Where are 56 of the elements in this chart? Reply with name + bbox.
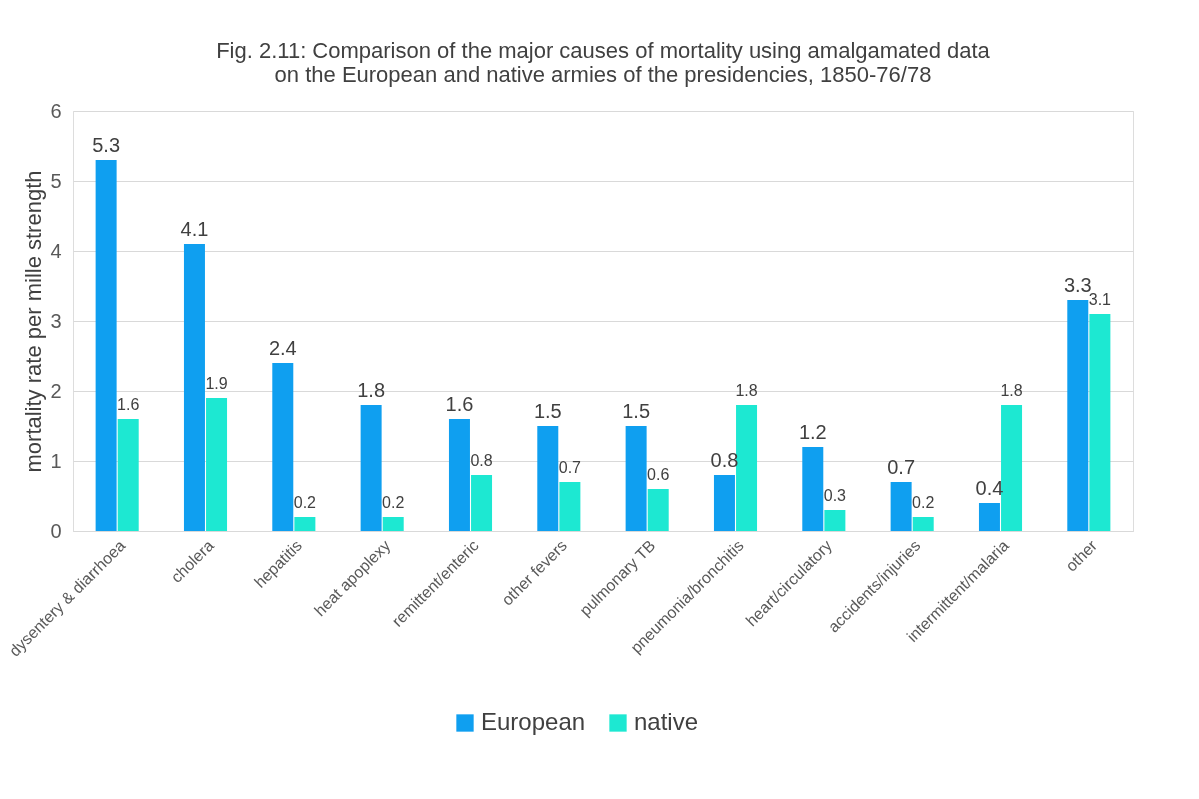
y-tick-label: 5: [50, 169, 62, 192]
data-label: 1.8: [357, 379, 386, 401]
data-label: 1.5: [622, 400, 651, 422]
bar: [713, 475, 735, 531]
data-label: 0.2: [912, 494, 935, 511]
data-label: 1.5: [533, 400, 562, 422]
data-label: 0.2: [293, 494, 317, 511]
chart-title: Fig. 2.11: Comparison of the major causes of mortality using amalgamated data on the European and native armies of the presidencies, 1850-76/78: [216, 38, 991, 87]
data-label: 0.8: [470, 452, 493, 469]
legend-label: native: [634, 708, 699, 735]
data-label: 3.1: [1088, 291, 1112, 308]
data-label: 0.2: [382, 494, 405, 511]
data-label: 0.7: [558, 459, 582, 476]
bar: [183, 244, 205, 531]
bar: [117, 419, 139, 531]
bar: [1067, 300, 1089, 531]
data-label: 1.8: [735, 382, 758, 399]
data-label: 1.6: [445, 393, 474, 415]
y-tick-label: 6: [50, 99, 62, 122]
legend-label: European: [481, 708, 586, 735]
data-label: 0.7: [887, 456, 916, 478]
bar: [647, 489, 669, 531]
bar: [890, 482, 912, 531]
bar: [1089, 314, 1111, 531]
bar: [1001, 405, 1023, 531]
bar: [471, 475, 493, 531]
data-label: 1.2: [798, 421, 827, 443]
data-label: 2.4: [268, 337, 297, 359]
bar: [802, 447, 824, 531]
y-tick-label: 3: [50, 309, 62, 332]
y-axis-title: mortality rate per mille strength: [21, 170, 47, 473]
bar: [294, 517, 316, 531]
bar: [736, 405, 758, 531]
bar: [272, 363, 294, 531]
data-label: 1.9: [205, 375, 228, 392]
bar: [559, 482, 581, 531]
bar: [360, 405, 382, 531]
data-label: 5.3: [92, 134, 121, 156]
bar: [537, 426, 559, 531]
bar: [448, 419, 470, 531]
bar: [824, 510, 846, 531]
y-tick-label: 2: [50, 379, 62, 402]
bar: [912, 517, 934, 531]
data-label: 4.1: [180, 218, 209, 240]
y-tick-label: 4: [50, 239, 62, 262]
data-label: 0.3: [823, 487, 847, 504]
data-label: 1.8: [1000, 382, 1023, 399]
bar: [978, 503, 1000, 531]
data-label: 0.6: [647, 466, 670, 483]
y-tick-label: 1: [50, 449, 62, 472]
bar: [382, 517, 404, 531]
bar: [206, 398, 228, 531]
y-tick-label: 0: [50, 519, 62, 542]
bar: [625, 426, 647, 531]
data-label: 1.6: [117, 396, 140, 413]
bar: [95, 160, 117, 531]
